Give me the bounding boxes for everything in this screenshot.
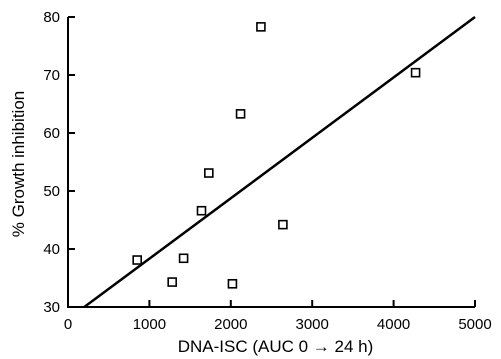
data-point [178,253,189,264]
x-tick-label: 4000 [377,316,410,333]
data-point [278,219,288,230]
data-point [235,109,246,119]
x-tick-label: 0 [64,316,72,333]
x-axis-label: DNA-ISC (AUC 0 → 24 h) [178,337,374,356]
y-axis-label: % Growth inhibition [9,91,28,237]
regression-line [83,15,476,309]
x-tick-label: 1000 [133,316,166,333]
x-tick-label: 3000 [296,316,329,333]
regression-line-group [83,15,476,309]
x-tick-label: 5000 [458,316,491,333]
y-tick-label: 70 [43,67,60,84]
y-tick-label: 80 [43,9,60,26]
data-point [204,168,214,178]
y-tick-label: 60 [43,125,60,142]
data-point [227,278,238,289]
x-tick-label: 2000 [214,316,247,333]
y-tick-label: 50 [43,183,60,200]
data-point [167,277,177,287]
y-tick-label: 30 [43,299,60,316]
data-point [256,22,266,32]
data-point [196,205,207,216]
axes: 0 1000 2000 3000 4000 5000 30 40 50 60 70 80 [43,9,491,333]
data-point [132,255,142,265]
data-point [410,67,421,78]
y-tick-label: 40 [43,241,60,258]
data-points [132,22,421,289]
